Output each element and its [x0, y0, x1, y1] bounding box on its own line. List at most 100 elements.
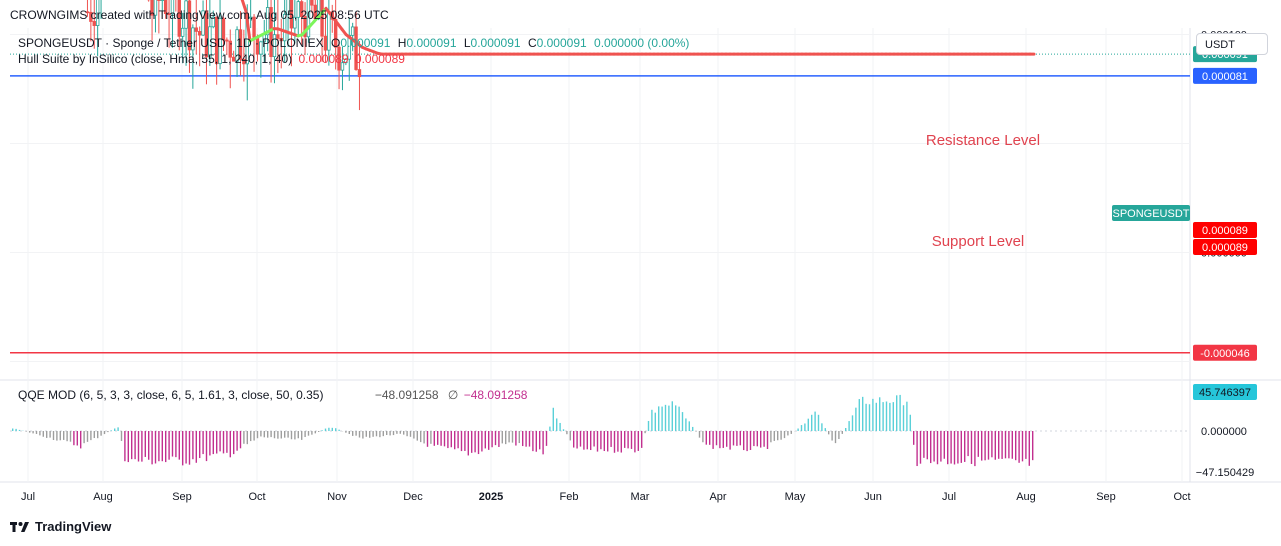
qqe-bar — [865, 403, 867, 431]
candle-body — [238, 29, 243, 60]
time-axis[interactable]: Jul Aug Sep Oct Nov Dec 2025 Feb Mar Apr May Jun Jul… — [21, 491, 1191, 503]
qqe-bar — [641, 431, 643, 448]
qqe-bar — [148, 431, 150, 460]
time-tick-label[interactable]: Nov — [327, 491, 347, 503]
time-tick-label[interactable]: Aug — [93, 491, 113, 503]
qqe-bar — [1004, 431, 1007, 459]
qqe-histogram — [10, 394, 1190, 467]
qqe-bar — [66, 431, 68, 442]
qqe-bar — [280, 431, 282, 439]
time-tick-label[interactable]: Jun — [864, 491, 882, 503]
time-tick-label[interactable]: Oct — [248, 491, 265, 503]
qqe-bar — [83, 431, 85, 444]
candle-body — [248, 16, 253, 19]
qqe-bar — [352, 431, 354, 436]
qqe-bar — [182, 431, 184, 466]
qqe-bar — [705, 431, 707, 445]
qqe-bar — [93, 431, 95, 439]
time-tick-label[interactable]: Sep — [1096, 491, 1116, 503]
candle-body — [310, 0, 314, 6]
candle-body — [208, 26, 212, 58]
qqe-bar — [348, 431, 350, 435]
tradingview-logo[interactable]: TradingView — [10, 519, 111, 534]
price-axis[interactable]: 0.0001500.0001000.0000000.0001960.000145… — [1112, 0, 1257, 480]
hull-tag-2: 0.000089 — [1202, 242, 1248, 254]
qqe-bar — [845, 428, 847, 431]
symbol-legend[interactable]: SPONGEUSDT · Sponge / Tether USD · 1D · … — [18, 36, 689, 50]
qqe-bar — [246, 431, 248, 445]
qqe-bar — [732, 431, 735, 446]
time-tick-label[interactable]: Aug — [1016, 491, 1036, 503]
qqe-bar — [406, 431, 408, 437]
qqe-bar — [899, 394, 901, 431]
qqe-bar — [1021, 431, 1024, 462]
hull-label: Hull Suite by InSilico (close, Hma, 55, … — [18, 52, 293, 66]
qqe-bar — [573, 431, 575, 448]
qqe-bar — [637, 431, 639, 451]
price-level-tag-bg[interactable] — [1193, 344, 1257, 361]
qqe-bar — [749, 431, 752, 450]
hull-legend[interactable]: Hull Suite by InSilico (close, Hma, 55, … — [18, 52, 405, 66]
qqe-bar — [559, 422, 561, 431]
qqe-bar — [375, 431, 378, 437]
hull-value-2: 0.000089 — [354, 52, 405, 66]
qqe-bar — [124, 431, 126, 462]
qqe-bar — [858, 399, 860, 431]
qqe-bar — [46, 431, 48, 438]
price-level-tag-bg[interactable] — [1193, 67, 1257, 84]
time-tick-label[interactable]: Apr — [709, 491, 726, 503]
qqe-bar — [926, 431, 928, 460]
qqe-bar — [175, 431, 177, 458]
time-tick-label[interactable]: Dec — [403, 491, 423, 503]
qqe-bar — [103, 431, 106, 435]
time-tick-label[interactable]: Jul — [942, 491, 956, 503]
qqe-bar — [73, 431, 75, 446]
qqe-bar — [851, 415, 854, 431]
qqe-zero-label: 0.000000 — [1201, 426, 1247, 438]
symbol-tag-bg[interactable] — [1112, 205, 1190, 221]
time-tick-label[interactable]: Mar — [631, 491, 650, 503]
qqe-bar — [736, 431, 738, 446]
hull-tag-1-bg[interactable] — [1193, 222, 1257, 238]
qqe-bar — [409, 431, 412, 437]
candle-body — [180, 27, 185, 37]
qqe-bar — [896, 395, 898, 431]
qqe-bar — [131, 431, 133, 460]
qqe-bar — [457, 431, 459, 449]
qqe-bar — [855, 407, 857, 431]
qqe-bar — [831, 431, 833, 441]
hull-tag-2-bg[interactable] — [1193, 239, 1257, 255]
time-tick-label[interactable]: Feb — [560, 491, 579, 503]
qqe-bar — [69, 431, 72, 442]
qqe-bar — [426, 431, 429, 447]
qqe-bar — [443, 431, 446, 447]
candle-body — [282, 13, 287, 42]
qqe-bar — [144, 431, 146, 457]
qqe-lower-tag-bg[interactable] — [1193, 464, 1257, 480]
qqe-bar — [86, 431, 89, 442]
candle-body — [293, 16, 297, 29]
qqe-bar — [593, 431, 595, 447]
qqe-bar — [12, 428, 14, 431]
candle-body — [242, 59, 246, 65]
time-tick-label[interactable]: 2025 — [479, 491, 503, 503]
qqe-bar — [552, 407, 554, 431]
qqe-bar — [739, 431, 741, 446]
time-tick-label[interactable]: Jul — [21, 491, 35, 503]
low-value: 0.000091 — [470, 36, 521, 50]
time-tick-label[interactable]: May — [785, 491, 806, 503]
tradingview-logo-icon — [10, 521, 29, 532]
qqe-bar — [998, 431, 1000, 459]
qqe-bar — [889, 402, 891, 431]
qqe-bar — [165, 431, 167, 463]
time-tick-label[interactable]: Sep — [172, 491, 192, 503]
qqe-legend[interactable]: QQE MOD (6, 5, 3, 3, close, 6, 5, 1.61, … — [18, 388, 527, 402]
qqe-bar — [321, 430, 323, 431]
time-tick-label[interactable]: Oct — [1173, 491, 1190, 503]
qqe-upper-tag-bg[interactable] — [1193, 384, 1257, 400]
currency-button[interactable]: USDT — [1196, 33, 1268, 55]
qqe-bar — [610, 431, 612, 447]
qqe-bar — [613, 431, 616, 453]
candle-body — [218, 18, 222, 65]
